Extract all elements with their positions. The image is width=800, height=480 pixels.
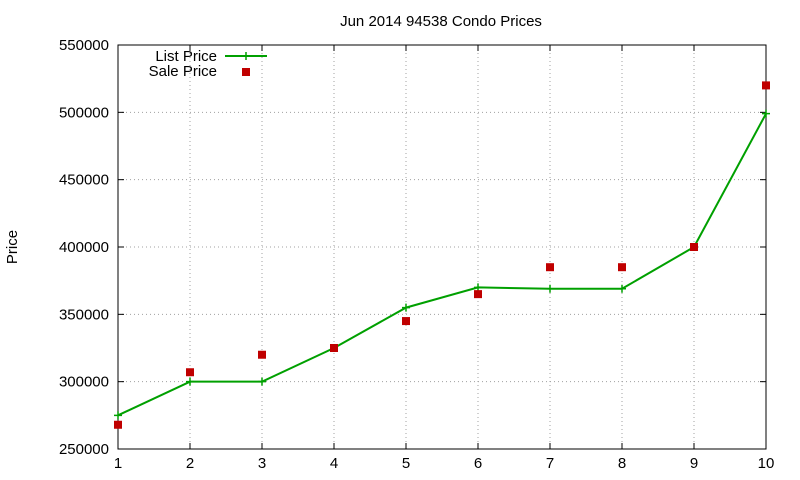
legend-label-sale-price: Sale Price bbox=[149, 63, 217, 80]
grid-lines bbox=[118, 45, 766, 449]
sale-price-point bbox=[618, 263, 626, 272]
x-tick-label: 5 bbox=[402, 455, 410, 472]
list-price-point bbox=[618, 284, 626, 293]
x-tick-label: 2 bbox=[186, 455, 194, 472]
list-price-line bbox=[117, 113, 767, 417]
legend-label-list-price: List Price bbox=[155, 48, 217, 65]
list-price-point bbox=[258, 377, 266, 386]
sale-price-point bbox=[330, 344, 338, 352]
x-tick-label: 7 bbox=[546, 455, 554, 472]
y-tick-label: 400000 bbox=[59, 239, 109, 256]
sale-price-point bbox=[258, 350, 266, 359]
y-tick-label: 350000 bbox=[59, 306, 109, 323]
y-tick-label: 300000 bbox=[59, 374, 109, 391]
sale-price-point bbox=[186, 368, 194, 377]
x-tick-label: 3 bbox=[258, 455, 266, 472]
y-tick-label: 550000 bbox=[59, 37, 109, 54]
list-price-point bbox=[402, 303, 410, 312]
sale-price-point bbox=[546, 263, 554, 272]
sale-price-point bbox=[690, 243, 698, 251]
y-tick-label: 250000 bbox=[59, 441, 109, 458]
x-tick-label: 9 bbox=[690, 455, 698, 472]
sale-price-point bbox=[762, 81, 770, 90]
x-tick-label: 8 bbox=[618, 455, 626, 472]
sale-price-point bbox=[402, 317, 410, 326]
axis-ticks: 250000 300000 350000 400000 450000 500000 5500… bbox=[59, 37, 774, 472]
chart-title: Jun 2014 94538 Condo Prices bbox=[340, 13, 542, 30]
x-tick-label: 6 bbox=[474, 455, 482, 472]
sale-price-point bbox=[114, 420, 122, 429]
sale-price-point bbox=[474, 290, 482, 299]
series-layer bbox=[114, 81, 770, 429]
y-tick-label: 450000 bbox=[59, 172, 109, 189]
x-tick-label: 1 bbox=[114, 455, 122, 472]
list-price-point bbox=[762, 109, 770, 118]
list-price-point bbox=[186, 377, 194, 386]
legend-swatch-sale-price bbox=[242, 68, 250, 76]
x-tick-label: 10 bbox=[758, 455, 775, 472]
list-price-point bbox=[474, 283, 482, 292]
y-axis-label: Price bbox=[4, 230, 21, 264]
list-price-point bbox=[114, 411, 122, 420]
y-tick-label: 500000 bbox=[59, 104, 109, 121]
x-tick-label: 4 bbox=[330, 455, 338, 472]
legend-marker-list-price bbox=[242, 52, 250, 60]
list-price-point bbox=[546, 284, 554, 293]
